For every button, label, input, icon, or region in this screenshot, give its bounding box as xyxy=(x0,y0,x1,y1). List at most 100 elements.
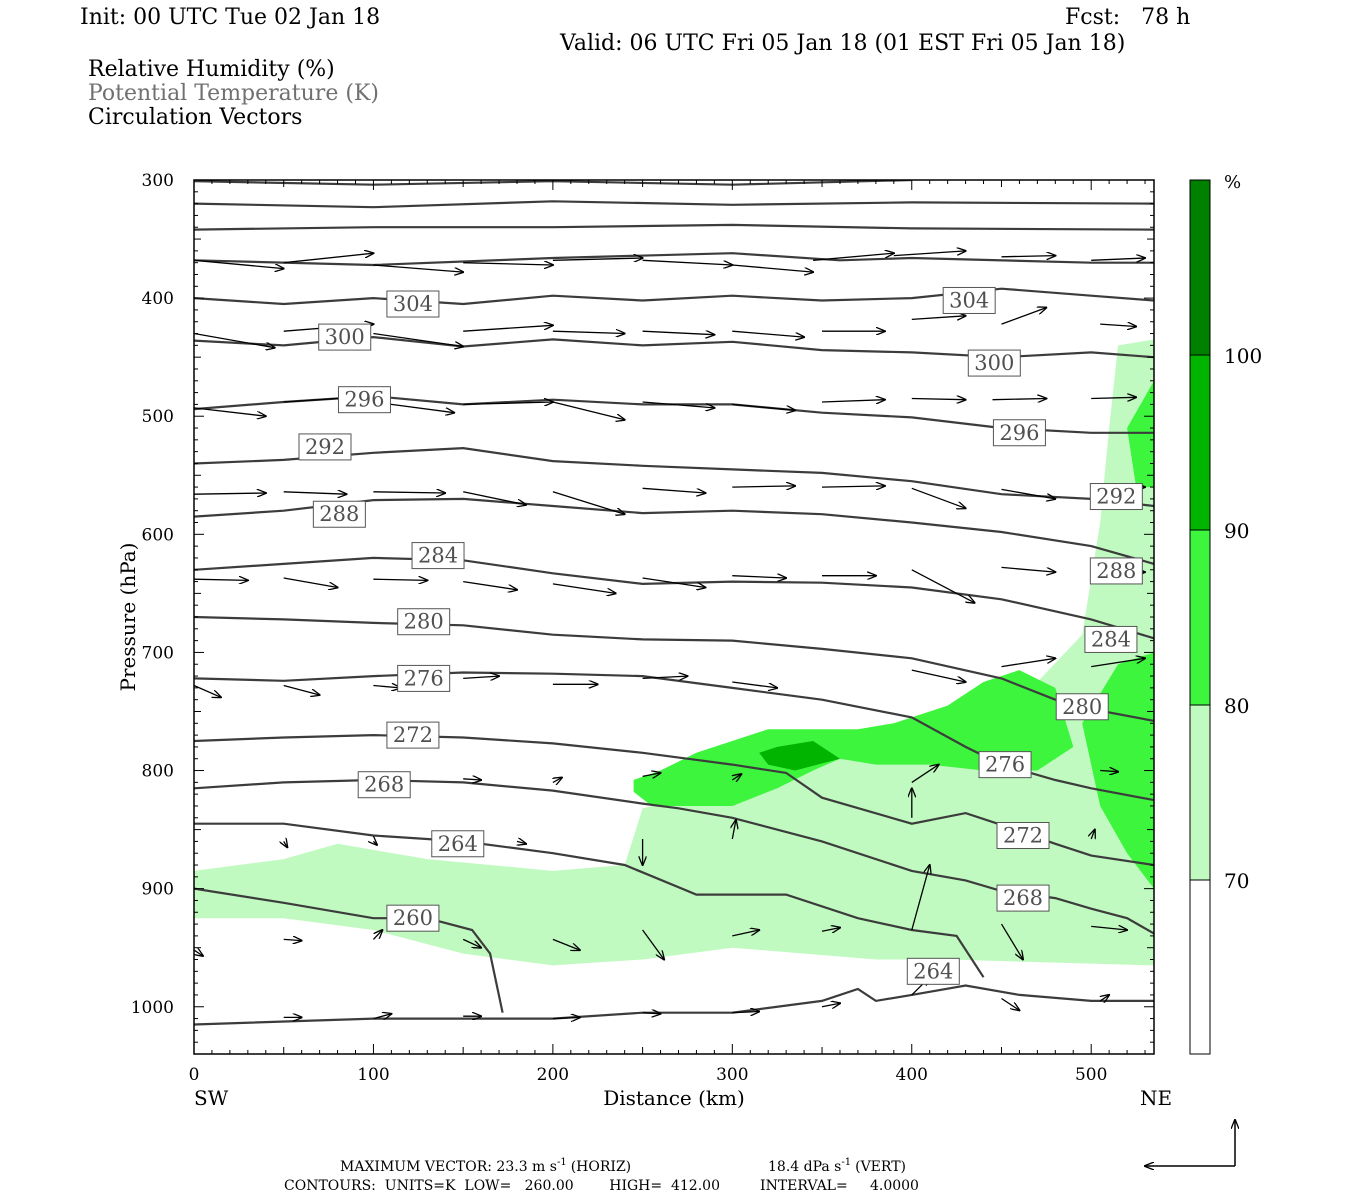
circulation-vector xyxy=(911,765,939,783)
circulation-vector xyxy=(1001,308,1047,325)
contour-label-280-0: 280 xyxy=(397,608,451,636)
circulation-vector xyxy=(1100,324,1136,326)
contour-label-268-1: 268 xyxy=(996,884,1050,912)
svg-text:276: 276 xyxy=(404,666,444,690)
circulation-vector xyxy=(283,684,320,696)
svg-text:MAXIMUM VECTOR: 23.3 m s-1(HO: MAXIMUM VECTOR: 23.3 m s-1 (HORIZ) xyxy=(340,1157,631,1175)
svg-text:264: 264 xyxy=(438,832,478,856)
circulation-vector xyxy=(373,841,377,845)
circulation-vector xyxy=(194,332,275,348)
circulation-vector xyxy=(552,491,625,514)
circulation-vector xyxy=(732,264,813,272)
theta-contour-292 xyxy=(194,446,1154,508)
circulation-vector xyxy=(553,778,562,783)
contour-label-284-0: 284 xyxy=(411,542,465,570)
circulation-vector xyxy=(283,939,302,940)
contour-label-280-1: 280 xyxy=(1055,693,1109,721)
circulation-vector xyxy=(373,492,445,493)
svg-text:284: 284 xyxy=(418,544,458,568)
reference-vector-icon xyxy=(1145,1120,1235,1166)
contour-label-300-1: 300 xyxy=(967,349,1021,377)
y-tick-label-700: 700 xyxy=(142,643,174,663)
svg-text:288: 288 xyxy=(1096,559,1136,583)
circulation-vector xyxy=(463,325,553,332)
circulation-vector xyxy=(283,577,338,588)
circulation-vector xyxy=(732,820,736,840)
circulation-vector xyxy=(1091,830,1095,839)
y-tick-label-800: 800 xyxy=(142,762,174,782)
theta-contour-276 xyxy=(194,671,1154,802)
x-axis-title: Distance (km) xyxy=(603,1086,745,1110)
circulation-vector xyxy=(463,491,526,505)
footer-vert: (VERT) xyxy=(855,1159,906,1175)
colorbar-label-70: 70 xyxy=(1224,869,1249,893)
svg-text:276: 276 xyxy=(985,753,1025,777)
theta-contour-264 xyxy=(194,822,985,978)
circulation-vector xyxy=(284,841,288,847)
contour-label-272-1: 272 xyxy=(996,822,1050,849)
circulation-vector xyxy=(1001,256,1056,257)
axes: 300 400 500 600 700 800 900 1000 0 100 200 300 400 50… xyxy=(131,171,1154,1085)
circulation-vector xyxy=(642,331,715,335)
y-tick-label-900: 900 xyxy=(142,880,174,900)
footer-sup-1: -1 xyxy=(557,1157,567,1168)
circulation-vector xyxy=(642,259,733,265)
circulation-vector xyxy=(813,253,894,261)
y-tick-label-400: 400 xyxy=(142,289,174,309)
circulation-vector xyxy=(1001,658,1056,668)
contour-label-304-0: 304 xyxy=(386,290,440,318)
legend-rh: Relative Humidity (%) xyxy=(88,57,335,82)
circulation-vector xyxy=(194,684,221,698)
svg-text:18.4 dPa s-1(VERT): 18.4 dPa s-1 (VERT) xyxy=(768,1157,906,1175)
circulation-vector xyxy=(194,259,284,268)
theta-contour-280 xyxy=(194,615,1154,722)
circulation-vector xyxy=(552,258,643,260)
svg-text:304: 304 xyxy=(949,288,989,312)
circulation-vector xyxy=(552,331,625,333)
circulation-vector xyxy=(552,1017,580,1018)
theta-contour-unlabeled-13 xyxy=(194,252,1154,267)
circulation-vector xyxy=(642,929,665,960)
svg-text:264: 264 xyxy=(913,959,953,983)
contour-label-272-0: 272 xyxy=(386,721,440,749)
colorbar-unit: % xyxy=(1224,172,1241,193)
legend-vectors: Circulation Vectors xyxy=(88,105,303,130)
circulation-vector xyxy=(1001,566,1056,572)
svg-text:304: 304 xyxy=(393,292,433,316)
contour-label-296-1: 296 xyxy=(992,419,1046,447)
circulation-vector xyxy=(893,251,966,257)
init-time: Init: 00 UTC Tue 02 Jan 18 xyxy=(80,5,381,30)
svg-text:260: 260 xyxy=(393,906,433,930)
circulation-vector xyxy=(194,407,266,416)
svg-text:272: 272 xyxy=(1003,824,1043,848)
circulation-vector xyxy=(194,493,266,494)
circulation-vector xyxy=(642,1013,661,1014)
svg-text:268: 268 xyxy=(364,773,404,797)
contour-label-260-0: 260 xyxy=(386,904,440,932)
contour-label-264-0: 264 xyxy=(431,830,485,858)
svg-text:300: 300 xyxy=(325,325,365,349)
circulation-vector xyxy=(642,577,706,588)
circulation-vector xyxy=(1001,997,1020,1011)
y-axis-title: Pressure (hPa) xyxy=(116,543,140,692)
theta-contour-284 xyxy=(194,556,1154,640)
svg-text:296: 296 xyxy=(344,388,384,412)
contour-label-296-0: 296 xyxy=(337,386,391,414)
circulation-vector xyxy=(911,569,975,603)
circulation-vector xyxy=(463,676,499,678)
circulation-vector xyxy=(732,486,795,487)
colorbar-band-3 xyxy=(1189,354,1211,531)
x-end-label-ne: NE xyxy=(1140,1086,1172,1110)
circulation-vector xyxy=(642,676,688,678)
svg-text:280: 280 xyxy=(404,610,444,634)
contour-label-304-1: 304 xyxy=(942,286,996,314)
circulation-vector xyxy=(642,487,706,493)
x-tick-label-100: 100 xyxy=(357,1065,389,1085)
circulation-vector xyxy=(642,773,661,777)
footer-max-horiz: MAXIMUM VECTOR: 23.3 m s xyxy=(340,1159,557,1175)
circulation-vector xyxy=(732,403,795,410)
footer-line-1: MAXIMUM VECTOR: 23.3 m s-1 (HORIZ) 18.4 d… xyxy=(340,1157,906,1175)
circulation-vector xyxy=(732,330,804,337)
circulation-vector xyxy=(194,950,203,956)
colorbar-label-90: 90 xyxy=(1224,519,1249,543)
